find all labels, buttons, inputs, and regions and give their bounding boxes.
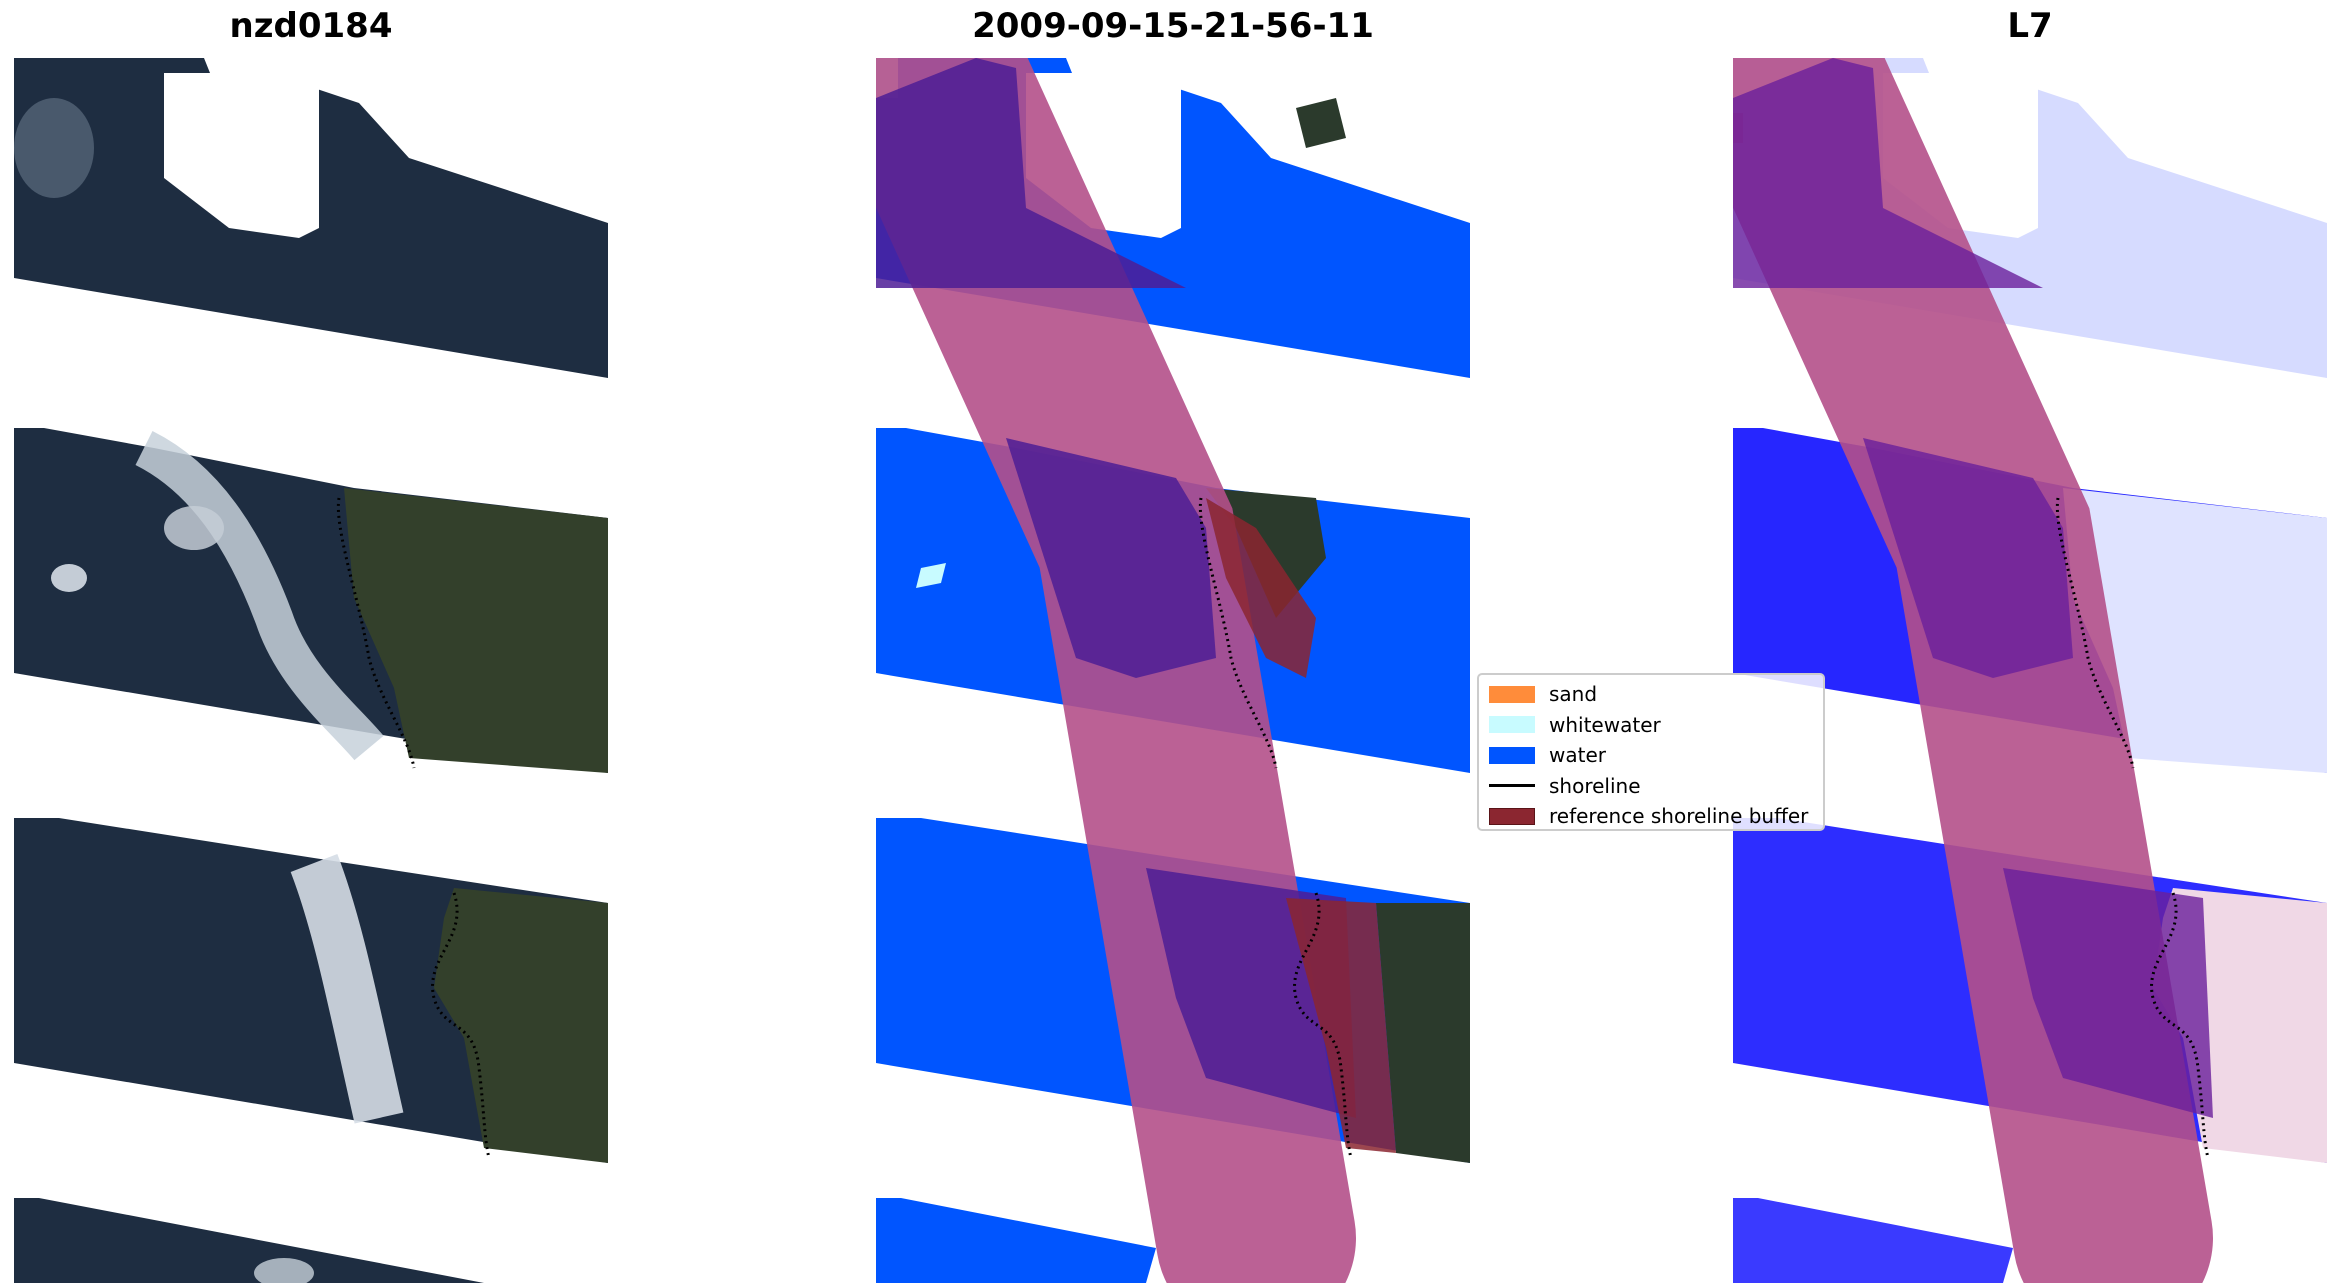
panel-title-satellite: L7	[2007, 6, 2053, 46]
legend-item-whitewater: whitewater	[1489, 710, 1813, 741]
shoreline-2	[336, 497, 416, 769]
legend: sand whitewater water shoreline referenc…	[1477, 673, 1825, 831]
legend-label: water	[1549, 743, 1606, 768]
shoreline	[2055, 497, 2135, 769]
whitewater-swatch	[1489, 716, 1535, 734]
legend-item-water: water	[1489, 740, 1813, 771]
index-map	[1733, 58, 2327, 1283]
rgb-image	[14, 58, 608, 1283]
classification-map	[876, 58, 1470, 1283]
panel-title-image: nzd0184	[229, 6, 393, 46]
legend-item-sand: sand	[1489, 679, 1813, 710]
buffer-overlap-1	[876, 58, 1186, 288]
sand-swatch	[1489, 685, 1535, 703]
land-area-3	[434, 888, 608, 1163]
legend-label: whitewater	[1549, 712, 1661, 737]
cloud-blob	[51, 564, 87, 592]
legend-item-shoreline: shoreline	[1489, 771, 1813, 802]
surf-band-4	[254, 1258, 314, 1283]
legend-label: sand	[1549, 682, 1598, 707]
index-strip-4	[1733, 1198, 2013, 1283]
panel-title-date: 2009-09-15-21-56-11	[972, 6, 1374, 46]
index-land-2	[2063, 488, 2327, 773]
legend-label: reference shoreline buffer	[1549, 804, 1809, 829]
rgb-image-panel	[14, 58, 608, 1283]
index-panel	[1733, 58, 2327, 1283]
buffer-overlap-1	[1733, 58, 2043, 288]
land-area-2	[344, 488, 608, 773]
buffer-landward	[1286, 898, 1396, 1153]
water-swatch	[1489, 746, 1535, 764]
land-patch	[1296, 98, 1346, 148]
land-area-3	[1376, 903, 1470, 1163]
classification-panel	[876, 58, 1470, 1283]
cloud-gap	[164, 73, 319, 238]
buffer-overlap-2	[1863, 438, 2073, 678]
shoreline	[1198, 497, 1278, 769]
haze	[14, 98, 94, 198]
surf-band-2	[135, 431, 384, 761]
buffer-overlap-2	[1006, 438, 1216, 678]
buffer-overlap-3	[2003, 868, 2213, 1118]
buffer-swatch	[1489, 807, 1535, 825]
legend-label: shoreline	[1549, 773, 1641, 798]
legend-item-buffer: reference shoreline buffer	[1489, 801, 1813, 832]
surf-band-3	[290, 854, 404, 1124]
buffer-landward	[1206, 498, 1316, 678]
image-strip-4	[14, 1198, 484, 1283]
cloud-blob	[164, 506, 224, 550]
cloud-gap-small	[534, 120, 564, 130]
class-strip-4	[876, 1198, 1156, 1283]
shoreline-line-swatch	[1489, 784, 1535, 788]
whitewater-patch	[916, 563, 946, 588]
